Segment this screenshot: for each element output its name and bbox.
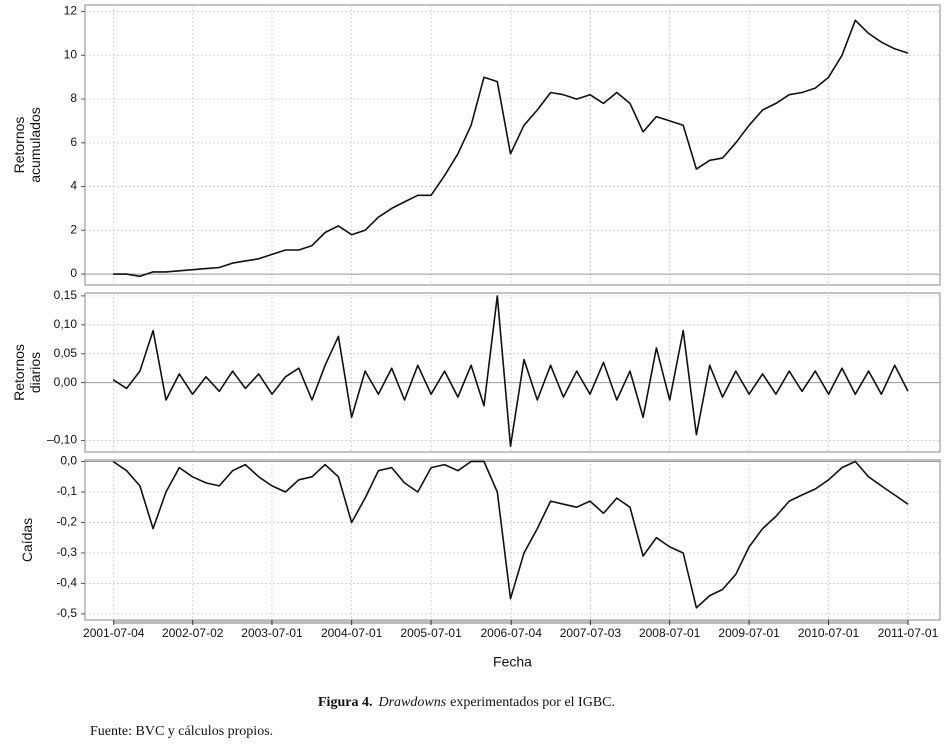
y-axis-label-line: diarios bbox=[27, 352, 43, 393]
y-tick-label: -0,5 bbox=[56, 606, 77, 620]
y-tick-label: 0,10 bbox=[54, 317, 78, 331]
y-axis-label-line: Retornos bbox=[11, 344, 27, 401]
y-tick-label: -0,3 bbox=[56, 545, 77, 559]
y-tick-label: 0,00 bbox=[54, 375, 78, 389]
x-tick-label: 2003-07-01 bbox=[241, 626, 303, 640]
y-tick-label: 2 bbox=[70, 222, 77, 236]
x-tick-label: 2006-07-04 bbox=[480, 626, 542, 640]
x-tick-label: 2005-07-01 bbox=[400, 626, 462, 640]
x-tick-label: 2008-07-01 bbox=[639, 626, 701, 640]
plot-frame bbox=[84, 292, 941, 453]
x-tick-label: 2001-07-04 bbox=[83, 626, 145, 640]
y-tick-label: -0,2 bbox=[56, 515, 77, 529]
y-tick-label: 6 bbox=[70, 135, 77, 149]
y-tick-label: 8 bbox=[70, 91, 77, 105]
x-tick-label: 2004-07-01 bbox=[321, 626, 383, 640]
x-tick-label: 2009-07-01 bbox=[718, 626, 780, 640]
caption-text: experimentados por el IGBC. bbox=[450, 695, 615, 710]
y-tick-label: 4 bbox=[70, 179, 77, 193]
y-tick-label: –0,10 bbox=[47, 433, 77, 447]
y-tick-label: -0,4 bbox=[56, 576, 77, 590]
x-tick-label: 2007-07-03 bbox=[560, 626, 622, 640]
data-line bbox=[112, 295, 909, 447]
caption: Figura 4. Drawdowns experimentados por el … bbox=[318, 695, 615, 710]
y-axis-label: Retornosacumulados bbox=[11, 107, 43, 183]
x-tick-label: 2002-07-02 bbox=[162, 626, 224, 640]
y-tick-label: 12 bbox=[64, 4, 78, 18]
y-tick-label: 0,15 bbox=[54, 288, 78, 302]
y-tick-label: 0,0 bbox=[60, 454, 77, 468]
caption-emphasis: Drawdowns bbox=[377, 695, 446, 710]
data-line bbox=[113, 19, 909, 278]
plot-frame bbox=[84, 4, 941, 286]
x-axis-label: Fecha bbox=[493, 654, 532, 670]
y-axis-label: Caídas bbox=[19, 518, 35, 562]
y-tick-label: 0,05 bbox=[54, 346, 78, 360]
y-tick-label: -0,1 bbox=[56, 484, 77, 498]
y-axis-label-line: Caídas bbox=[19, 518, 35, 562]
y-axis-label-line: Retornos bbox=[11, 117, 27, 174]
caption-label: Figura 4. bbox=[318, 695, 372, 710]
data-line bbox=[112, 460, 909, 609]
source-note: Fuente: BVC y cálculos propios. bbox=[90, 724, 273, 739]
y-axis-label-line: acumulados bbox=[27, 107, 43, 183]
y-tick-label: 0 bbox=[70, 266, 77, 280]
x-tick-label: 2010-07-01 bbox=[798, 626, 860, 640]
y-tick-label: 10 bbox=[64, 47, 78, 61]
y-axis-label: Retornosdiarios bbox=[11, 344, 43, 401]
x-tick-label: 2011-07-01 bbox=[878, 626, 939, 640]
